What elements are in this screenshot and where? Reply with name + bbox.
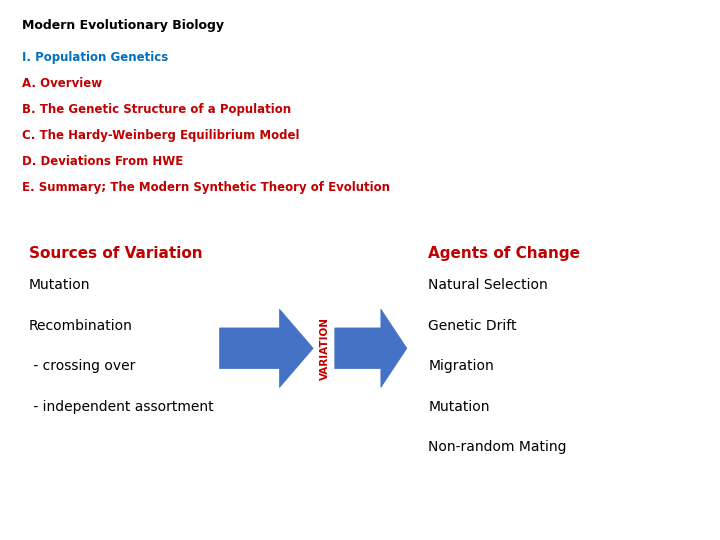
Text: - independent assortment: - independent assortment (29, 400, 213, 414)
Text: D. Deviations From HWE: D. Deviations From HWE (22, 155, 183, 168)
Text: Agents of Change: Agents of Change (428, 246, 580, 261)
Polygon shape (335, 309, 407, 388)
Text: Mutation: Mutation (428, 400, 490, 414)
Text: Migration: Migration (428, 359, 494, 373)
Text: Sources of Variation: Sources of Variation (29, 246, 202, 261)
Text: VARIATION: VARIATION (320, 317, 330, 380)
Text: Modern Evolutionary Biology: Modern Evolutionary Biology (22, 19, 224, 32)
Text: I. Population Genetics: I. Population Genetics (22, 51, 168, 64)
Text: Non-random Mating: Non-random Mating (428, 440, 567, 454)
Text: - crossing over: - crossing over (29, 359, 135, 373)
Text: Recombination: Recombination (29, 319, 132, 333)
Text: C. The Hardy-Weinberg Equilibrium Model: C. The Hardy-Weinberg Equilibrium Model (22, 129, 299, 142)
Text: E. Summary; The Modern Synthetic Theory of Evolution: E. Summary; The Modern Synthetic Theory … (22, 181, 390, 194)
Polygon shape (220, 309, 313, 388)
Text: Genetic Drift: Genetic Drift (428, 319, 517, 333)
Text: A. Overview: A. Overview (22, 77, 102, 90)
Text: B. The Genetic Structure of a Population: B. The Genetic Structure of a Population (22, 103, 291, 116)
Text: Natural Selection: Natural Selection (428, 278, 548, 292)
Text: Mutation: Mutation (29, 278, 90, 292)
